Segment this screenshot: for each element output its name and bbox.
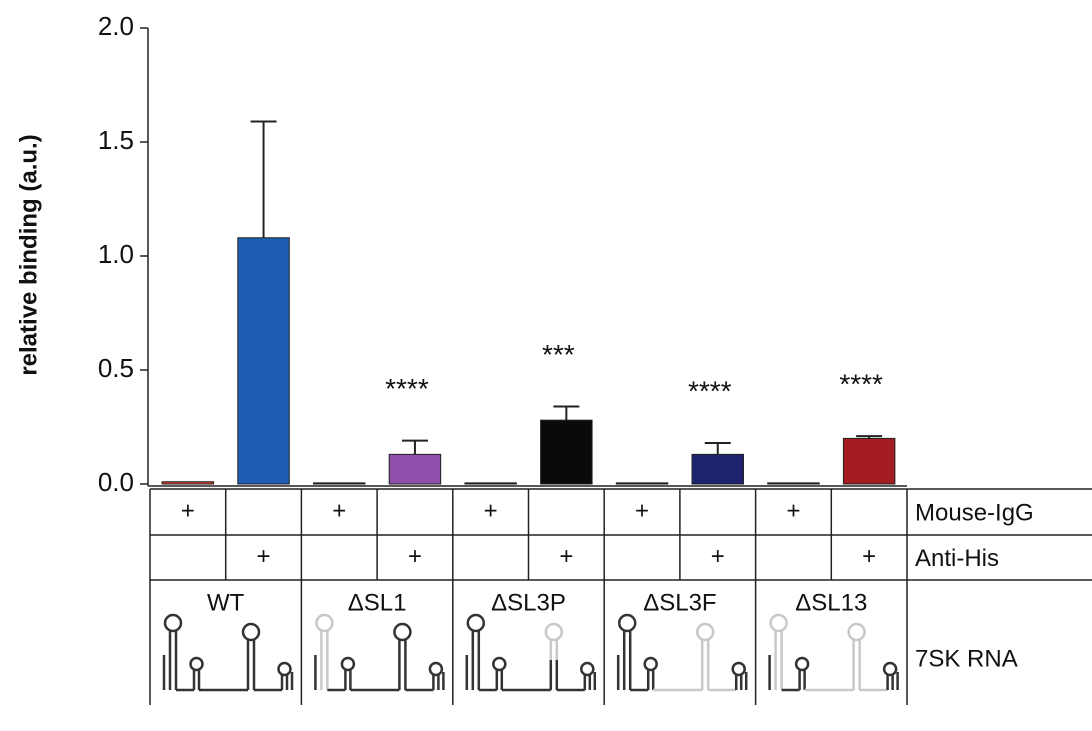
plus-marker: + <box>559 543 573 570</box>
rna-loop <box>316 615 332 631</box>
row-label: Mouse-IgG <box>915 499 1034 526</box>
plus-marker: + <box>332 497 346 524</box>
rna-loop <box>191 658 203 670</box>
plus-marker: + <box>484 497 498 524</box>
rna-loop <box>733 663 745 675</box>
y-tick-label: 0.0 <box>98 467 134 497</box>
plus-marker: + <box>408 543 422 570</box>
category-label: ΔSL3F <box>643 589 716 616</box>
plus-marker: + <box>181 497 195 524</box>
plus-marker: + <box>257 543 271 570</box>
rna-loop <box>493 658 505 670</box>
y-tick-label: 2.0 <box>98 11 134 41</box>
bar <box>692 454 743 484</box>
bar <box>162 482 213 484</box>
plus-marker: + <box>635 497 649 524</box>
category-label: WT <box>207 589 245 616</box>
row-label: Anti-His <box>915 545 999 572</box>
rna-loop <box>796 658 808 670</box>
bar <box>616 483 667 484</box>
rna-loop <box>619 615 635 631</box>
rna-loop <box>243 624 259 640</box>
y-tick-label: 1.0 <box>98 239 134 269</box>
significance: **** <box>839 369 883 400</box>
y-axis-label: relative binding (a.u.) <box>15 134 42 375</box>
y-tick-label: 0.5 <box>98 353 134 383</box>
rna-loop <box>279 663 291 675</box>
plus-marker: + <box>786 497 800 524</box>
rna-loop <box>430 663 442 675</box>
rna-loop <box>165 615 181 631</box>
bar <box>389 454 440 484</box>
rna-loop <box>581 663 593 675</box>
chart: relative binding (a.u.) 0.0 0.5 1.0 1.5 2.0 M… <box>0 0 1092 731</box>
category-label: ΔSL13 <box>795 589 867 616</box>
row-label: 7SK RNA <box>915 645 1018 672</box>
bar <box>541 420 592 484</box>
significance: *** <box>542 339 575 370</box>
rna-loop <box>697 624 713 640</box>
bar <box>768 483 819 484</box>
category-label: ΔSL1 <box>348 589 407 616</box>
rna-loop <box>645 658 657 670</box>
rna-loop <box>342 658 354 670</box>
category-label: ΔSL3P <box>491 589 566 616</box>
bar <box>465 483 516 484</box>
bar <box>238 238 289 484</box>
significance: **** <box>385 373 429 404</box>
significance: **** <box>688 375 732 406</box>
rna-loop <box>468 615 484 631</box>
rna-loop <box>394 624 410 640</box>
plus-marker: + <box>711 543 725 570</box>
y-tick-label: 1.5 <box>98 125 134 155</box>
bar <box>314 483 365 484</box>
plus-marker: + <box>862 543 876 570</box>
rna-loop <box>546 624 562 640</box>
bar <box>843 438 894 484</box>
rna-loop <box>849 624 865 640</box>
rna-loop <box>884 663 896 675</box>
rna-loop <box>771 615 787 631</box>
